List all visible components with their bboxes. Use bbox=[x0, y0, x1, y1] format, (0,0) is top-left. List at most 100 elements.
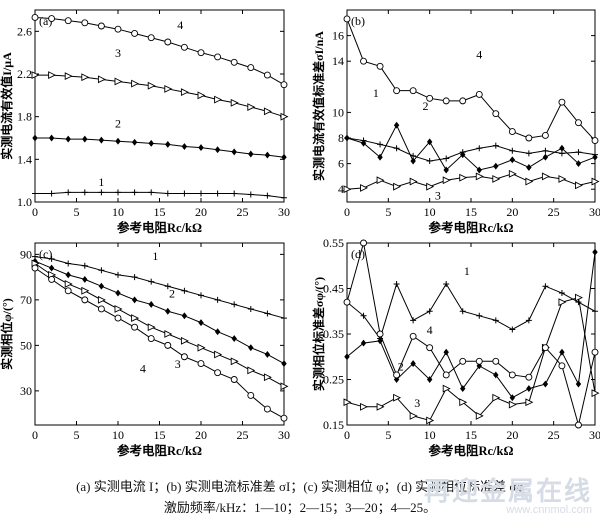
data-point-2 bbox=[460, 151, 466, 159]
data-point-3 bbox=[280, 112, 289, 121]
data-point-2 bbox=[65, 135, 71, 143]
data-point-3 bbox=[376, 176, 385, 185]
data-point-4 bbox=[48, 15, 56, 22]
data-point-1 bbox=[393, 280, 400, 287]
data-point-2 bbox=[231, 335, 237, 342]
data-point-2 bbox=[48, 134, 55, 142]
data-point-2 bbox=[165, 307, 171, 315]
data-point-2 bbox=[131, 296, 138, 304]
data-point-4 bbox=[558, 98, 566, 106]
data-point-2 bbox=[542, 380, 549, 388]
data-point-1 bbox=[575, 149, 582, 156]
data-point-3 bbox=[525, 177, 534, 186]
data-point-4 bbox=[230, 58, 238, 66]
y-tick-label: 0.45 bbox=[323, 282, 344, 296]
data-point-3 bbox=[558, 175, 567, 183]
data-point-3 bbox=[376, 402, 385, 411]
x-tick-label: 10 bbox=[112, 205, 124, 219]
data-point-4 bbox=[263, 71, 271, 79]
data-point-3 bbox=[442, 176, 451, 185]
data-point-3 bbox=[459, 173, 468, 182]
data-point-2 bbox=[281, 360, 287, 368]
data-point-3 bbox=[541, 172, 550, 181]
y-tick-label: 4 bbox=[338, 182, 344, 196]
data-point-2 bbox=[115, 289, 121, 297]
y-tick-label: 10 bbox=[332, 105, 344, 119]
data-point-3 bbox=[343, 185, 352, 194]
x-tick-label: 25 bbox=[237, 205, 249, 219]
data-point-4 bbox=[575, 421, 582, 429]
data-point-3 bbox=[280, 382, 289, 391]
data-point-1 bbox=[426, 308, 433, 315]
data-point-1 bbox=[558, 290, 565, 297]
data-point-4 bbox=[180, 43, 188, 51]
y-axis-label: 实测电流有效值I/μA bbox=[0, 52, 14, 160]
y-tick-label: 0.35 bbox=[323, 327, 344, 341]
data-point-1 bbox=[32, 190, 38, 197]
series-label-2: 2 bbox=[169, 287, 175, 301]
data-point-3 bbox=[164, 85, 173, 93]
data-point-3 bbox=[558, 298, 567, 307]
data-point-1 bbox=[377, 141, 384, 148]
data-point-2 bbox=[526, 385, 532, 393]
data-point-2 bbox=[98, 282, 105, 290]
data-point-1 bbox=[65, 189, 72, 196]
series-line-3 bbox=[34, 263, 285, 387]
data-point-1 bbox=[410, 317, 417, 324]
data-point-2 bbox=[559, 348, 565, 356]
data-point-3 bbox=[180, 336, 189, 345]
data-point-3 bbox=[575, 293, 583, 302]
y-tick-label: 0.15 bbox=[323, 418, 344, 432]
data-point-1 bbox=[214, 190, 221, 197]
data-point-1 bbox=[48, 255, 55, 262]
data-point-1 bbox=[492, 142, 499, 149]
data-point-3 bbox=[64, 72, 73, 81]
data-point-1 bbox=[247, 191, 254, 198]
series-line-4 bbox=[34, 267, 285, 419]
x-tick-label: 20 bbox=[195, 428, 207, 442]
data-point-3 bbox=[343, 398, 352, 407]
x-tick-label: 5 bbox=[74, 428, 80, 442]
data-point-1 bbox=[492, 317, 499, 324]
data-point-4 bbox=[376, 330, 384, 338]
data-point-3 bbox=[575, 181, 583, 190]
data-point-2 bbox=[181, 312, 188, 320]
series-line-1 bbox=[346, 282, 596, 340]
data-point-3 bbox=[591, 389, 600, 398]
y-tick-label: 50 bbox=[20, 338, 32, 352]
data-point-3 bbox=[360, 183, 369, 192]
data-point-4 bbox=[508, 371, 516, 379]
x-tick-label: 0 bbox=[32, 205, 38, 219]
data-point-4 bbox=[64, 17, 72, 25]
x-tick-label: 25 bbox=[548, 428, 560, 442]
data-point-2 bbox=[460, 385, 466, 393]
series-line-3 bbox=[35, 74, 285, 118]
x-tick-label: 20 bbox=[506, 428, 518, 442]
series-line-2 bbox=[346, 252, 596, 399]
x-tick-label: 30 bbox=[589, 205, 600, 219]
data-point-2 bbox=[592, 248, 598, 256]
data-point-4 bbox=[591, 348, 599, 356]
data-point-3 bbox=[409, 411, 418, 420]
data-point-4 bbox=[492, 110, 500, 118]
data-point-1 bbox=[181, 287, 188, 294]
x-tick-label: 5 bbox=[385, 428, 391, 442]
data-point-3 bbox=[508, 169, 517, 178]
data-point-1 bbox=[231, 301, 238, 308]
data-point-2 bbox=[181, 143, 188, 150]
data-point-2 bbox=[509, 394, 516, 402]
data-point-3 bbox=[492, 175, 501, 183]
data-point-4 bbox=[280, 81, 288, 89]
data-point-3 bbox=[31, 71, 40, 79]
data-point-4 bbox=[164, 341, 172, 349]
data-point-1 bbox=[509, 147, 516, 154]
data-point-2 bbox=[264, 351, 271, 358]
x-tick-label: 15 bbox=[465, 205, 477, 219]
figure: 0 5 10 15 20 25 301.01.41.82.22.6(a)参考电阻Rc/kΩ实… bbox=[0, 9, 600, 458]
x-tick-label: 0 bbox=[344, 205, 350, 219]
data-point-2 bbox=[360, 139, 367, 147]
data-point-3 bbox=[508, 400, 517, 409]
panel-label: (d) bbox=[351, 247, 365, 261]
data-point-3 bbox=[131, 79, 140, 88]
